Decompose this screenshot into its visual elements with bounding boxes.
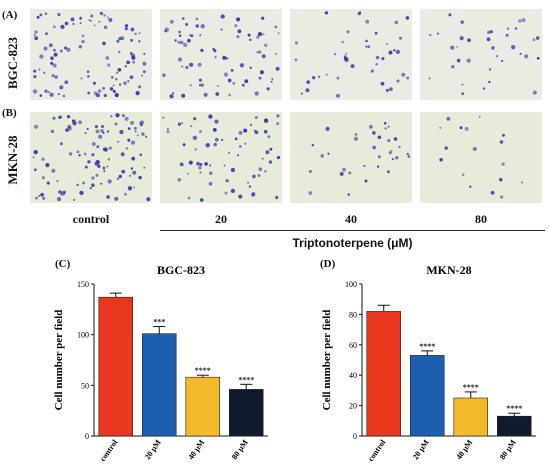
y-tick-label: 100 [77,331,89,340]
bar [410,355,445,437]
panel-label-d: (D) [320,258,336,270]
y-tick-label: 60 [349,341,357,350]
micrograph-bgc823-20 [160,9,282,100]
micrograph-mkn28-80 [420,112,542,203]
x-tick-label: 40 μM [186,438,206,462]
bar [366,311,402,437]
micrograph-bgc823-control [30,9,152,100]
x-tick-label: 80 μM [230,438,250,462]
micrograph-mkn28-40 [290,112,412,203]
panel-label-a: (A) [2,9,18,21]
panel-label-b: (B) [2,107,17,119]
column-label-80: 80 [475,212,487,226]
bar [185,376,221,437]
x-tick-label: 20 μM [143,438,163,462]
x-tick-label: 80 μM [498,438,518,462]
significance-label: **** [195,366,211,375]
y-tick-label: 50 [81,381,89,390]
micrograph-mkn28-control [30,112,152,203]
bar [229,389,264,437]
chart-title: MKN-28 [426,263,471,277]
significance-label: *** [153,318,165,327]
column-label-40: 40 [345,212,357,226]
significance-label: **** [238,375,254,384]
bar [453,397,489,437]
y-tick-label: 80 [349,310,357,319]
chart-title: BGC-823 [157,263,205,277]
bar [142,333,177,437]
treatment-axis-title: Triptonoterpene (μM) [292,236,413,250]
panel-label-c: (C) [55,258,71,270]
row-label-mkn28: MKN-28 [5,135,20,185]
bar [497,415,532,437]
x-tick-label: control [366,437,388,463]
y-axis-label: Cell number per field [321,310,333,411]
y-tick-label: 150 [77,280,89,289]
significance-label: **** [419,342,435,351]
column-label-control: control [72,212,110,226]
micrograph-bgc823-80 [420,9,542,100]
y-tick-label: 40 [349,371,357,380]
micrograph-mkn28-20 [160,112,282,203]
y-tick-label: 0 [353,432,357,441]
y-tick-label: 100 [345,280,357,289]
y-tick-label: 20 [349,402,357,411]
x-tick-label: control [98,437,120,463]
bar-chart-mkn28: MKN-28 Cell number per field 0 20 40 60 80 100 c… [321,263,536,463]
bar [98,296,134,437]
significance-label: **** [506,404,522,413]
treatment-bracket-line [160,230,545,231]
row-label-bgc823: BGC-823 [5,37,20,89]
bar-chart-bgc823: BGC-823 Cell number per field 0 50 100 150 con… [53,263,268,463]
column-label-20: 20 [215,212,227,226]
y-axis-label: Cell number per field [53,310,65,411]
y-tick-label: 0 [85,432,89,441]
significance-label: **** [463,383,479,392]
micrograph-bgc823-40 [290,9,412,100]
x-tick-label: 20 μM [411,438,431,462]
x-tick-label: 40 μM [454,438,474,462]
